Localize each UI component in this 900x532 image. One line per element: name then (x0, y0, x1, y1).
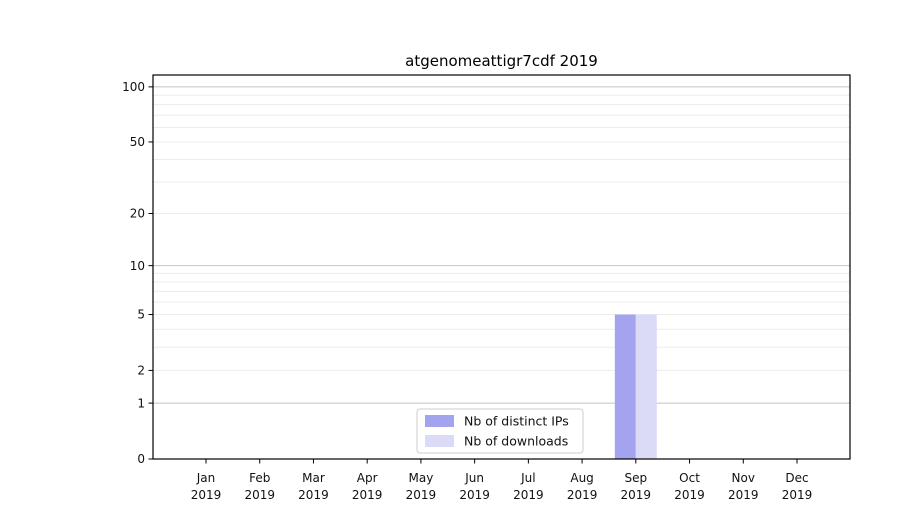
x-tick-label-month: Dec (785, 471, 808, 485)
x-tick-label-year: 2019 (782, 488, 813, 502)
x-tick-label-year: 2019 (621, 488, 652, 502)
x-tick-label-month: Jan (196, 471, 216, 485)
x-tick-label-month: Oct (679, 471, 700, 485)
y-tick-label: 0 (137, 452, 145, 466)
y-gridlines-major (153, 86, 850, 404)
x-tick-label-year: 2019 (728, 488, 759, 502)
chart-figure: atgenomeattigr7cdf 2019 0 1 2 5 10 20 50 100 Jan… (40, 16, 900, 516)
x-tick-label-year: 2019 (191, 488, 222, 502)
y-tick-label: 2 (137, 364, 145, 378)
y-tick-label: 100 (122, 80, 145, 94)
x-tick-label-year: 2019 (244, 488, 275, 502)
x-tick-label-year: 2019 (298, 488, 329, 502)
x-tick-label-month: Mar (302, 471, 325, 485)
x-tick-label-month: Jul (520, 471, 535, 485)
x-tick-label-month: Jun (464, 471, 484, 485)
x-tick-label-month: May (409, 471, 434, 485)
y-tick-label: 10 (130, 259, 145, 273)
legend-label-nb-of-distinct-ips: Nb of distinct IPs (464, 414, 569, 429)
legend-swatch-nb-of-distinct-ips (425, 415, 454, 427)
y-tick-label: 5 (137, 308, 145, 322)
plot-border (152, 74, 851, 460)
x-tick-label-year: 2019 (459, 488, 490, 502)
y-tick-label: 20 (130, 207, 145, 221)
x-tick-label-month: Nov (732, 471, 755, 485)
y-tick-label: 1 (137, 396, 145, 410)
y-tick-label: 50 (130, 135, 145, 149)
chart-title: atgenomeattigr7cdf 2019 (405, 52, 598, 70)
y-gridlines-minor (153, 94, 850, 371)
x-tick-label-month: Aug (570, 471, 593, 485)
chart-canvas: 0 1 2 5 10 20 50 100 Jan 2019 Feb 2019 Mar 2019 Apr 201… (122, 74, 851, 502)
x-tick-label-year: 2019 (352, 488, 383, 502)
bar-nb-of-downloads-sep (635, 314, 657, 459)
legend-box (416, 408, 584, 454)
legend-swatch-nb-of-downloads (425, 435, 454, 447)
x-axis: Jan 2019 Feb 2019 Mar 2019 Apr 2019 May 2019 Jun 20… (191, 459, 813, 502)
legend-label-nb-of-downloads: Nb of downloads (464, 434, 568, 449)
x-tick-label-month: Feb (249, 471, 270, 485)
bars (614, 314, 657, 459)
x-tick-label-year: 2019 (513, 488, 544, 502)
x-tick-label-month: Sep (625, 471, 648, 485)
x-tick-label-year: 2019 (567, 488, 598, 502)
bar-nb-of-distinct-ips-sep (614, 314, 636, 459)
x-tick-label-month: Apr (357, 471, 378, 485)
legend: Nb of distinct IPs Nb of downloads (416, 408, 584, 454)
y-axis: 0 1 2 5 10 20 50 100 (122, 80, 153, 466)
x-tick-label-year: 2019 (674, 488, 705, 502)
x-tick-label-year: 2019 (406, 488, 437, 502)
